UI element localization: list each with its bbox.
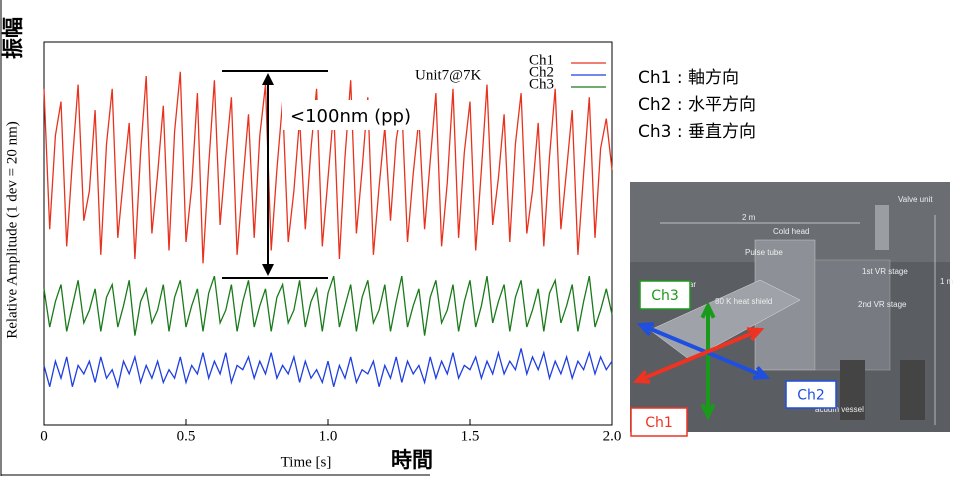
channel-label: Ch2 — [797, 388, 825, 404]
leg — [900, 360, 925, 420]
valve-unit — [875, 205, 889, 250]
x-tick-label: 2.0 — [603, 428, 622, 444]
figure-label: Cold head — [773, 227, 809, 236]
x-tick-label: 0.5 — [177, 428, 196, 444]
x-axis-label: Time [s] — [281, 454, 332, 470]
channel-label: Ch1 — [645, 415, 673, 431]
x-tick-label: 1.0 — [319, 428, 338, 444]
cryostat-part — [815, 260, 890, 370]
legend-label: Ch3 — [529, 76, 554, 92]
x-tick-label: 0 — [40, 428, 48, 444]
note: Ch3 : 垂直方向 — [638, 122, 756, 142]
annotation: Unit7@7K — [415, 67, 481, 83]
slide: Relative Amplitude (1 dev = 20 nm) 振幅 Ti… — [0, 0, 954, 476]
y-axis-label: Relative Amplitude (1 dev = 20 nm) — [4, 121, 20, 339]
note: Ch2 : 水平方向 — [638, 95, 756, 115]
figure-label: Pulse tube — [745, 248, 783, 257]
annotation-group: Unit7@7K — [415, 67, 481, 83]
figure-label: 80 K heat shield — [715, 297, 772, 306]
x-axis-label-ja: 時間 — [391, 448, 433, 472]
figure-label: 2nd VR stage — [858, 300, 907, 309]
note: Ch1 : 軸方向 — [638, 68, 739, 88]
annotation: <100nm (pp) — [290, 106, 411, 127]
figure-label: 1st VR stage — [862, 267, 908, 276]
channel-label: Ch3 — [651, 288, 679, 304]
x-tick-label: 1.5 — [461, 428, 480, 444]
figure-label: Valve unit — [898, 195, 933, 204]
figure-label: 1 m — [940, 277, 954, 286]
figure-label: 2 m — [742, 213, 756, 222]
y-axis-label-ja: 振幅 — [1, 17, 25, 59]
